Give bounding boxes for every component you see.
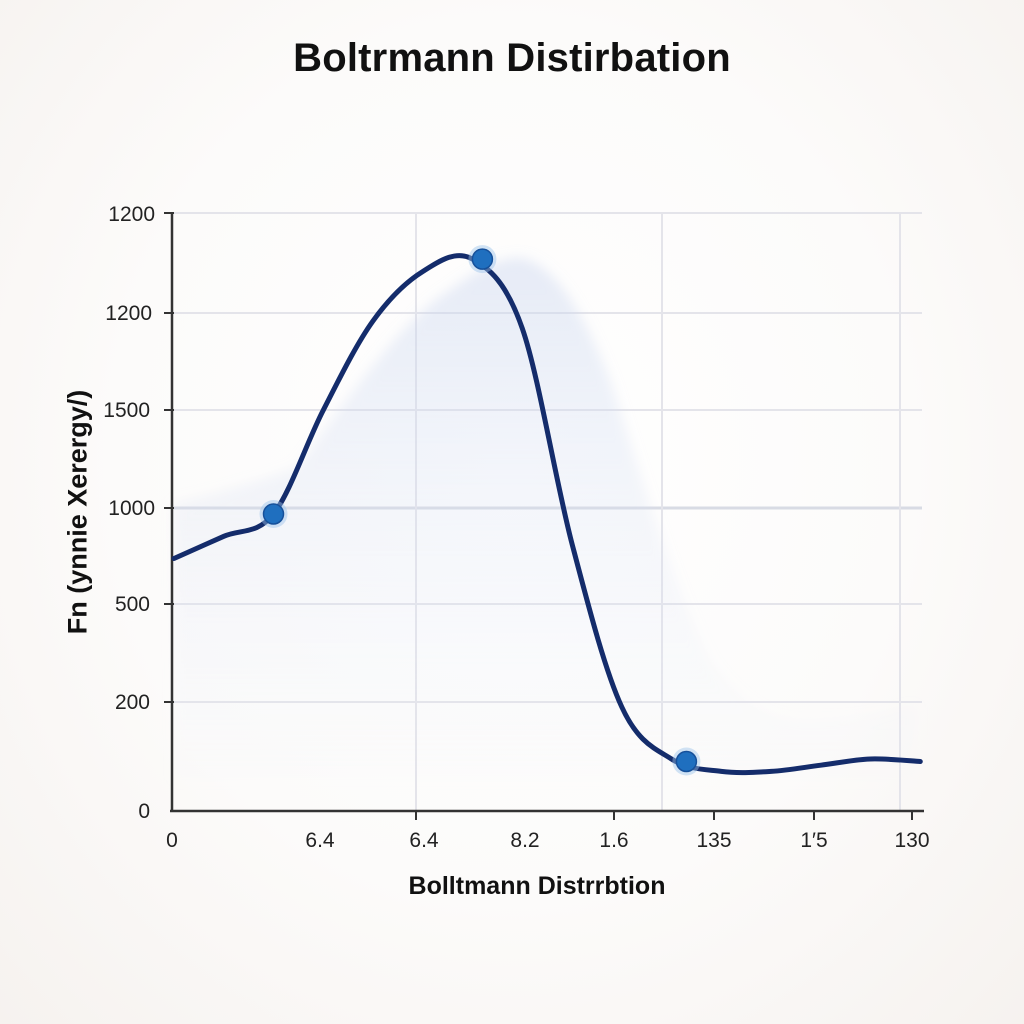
x-tick-label: 0 [166,829,178,852]
y-tick-label: 1500 [103,399,150,422]
data-point [471,248,494,270]
y-tick-label: 500 [115,593,150,616]
x-tick-label: 8.2 [510,829,539,852]
y-tick-label: 1200 [105,302,152,325]
y-tick-label: 1200 [108,203,155,226]
x-tick-label: 135 [696,829,731,852]
y-tick-labels: 0 200 500 1000 1500 1200 1200 [103,203,155,823]
marker-layer [259,245,701,776]
x-tick-label: 6.4 [305,829,335,852]
x-tick-label: 1′5 [800,829,827,852]
series-line [171,253,923,776]
x-axis-label: Bolltmann Distrrbtion [408,872,666,900]
x-tick-label: 130 [894,829,929,852]
y-tick-label: 0 [138,800,150,823]
data-point [675,750,698,773]
series-layer [171,253,923,776]
y-axis-label: Fn (ynnie Xerergy/) [62,389,93,635]
x-tick-label: 6.4 [409,829,439,852]
y-tick-label: 1000 [108,497,155,520]
axes [164,212,924,820]
x-tick-labels: 0 6.4 6.4 8.2 1.6 135 1′5 130 [166,829,929,852]
y-tick-label: 200 [115,691,150,714]
chart-title: Boltrmann Distirbation [293,36,731,80]
curve-shading [174,258,916,780]
data-point [262,503,285,525]
x-tick-label: 1.6 [599,829,628,852]
